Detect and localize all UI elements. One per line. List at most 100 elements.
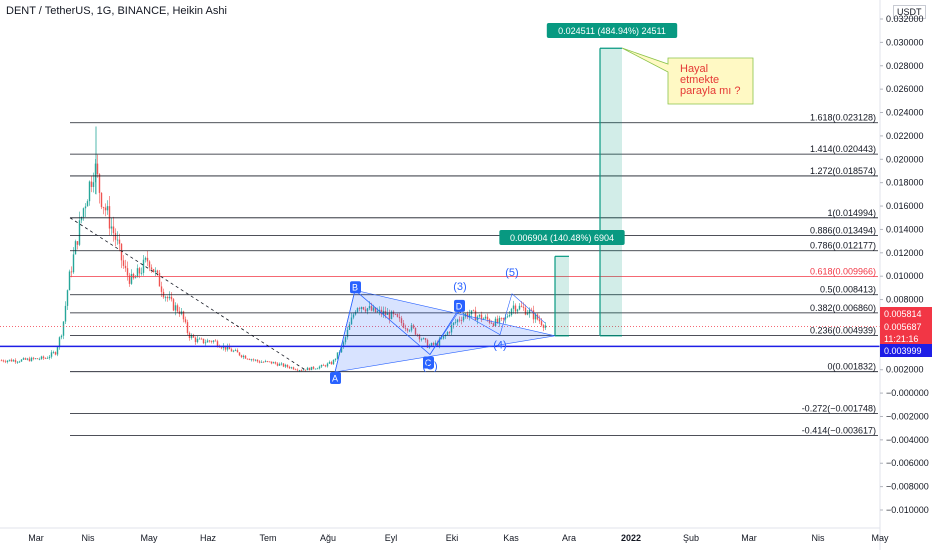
candle-body [368, 306, 371, 309]
candle-body [450, 325, 453, 333]
candle-body [378, 309, 381, 311]
wave-label: (C) [422, 361, 437, 373]
candle-body [350, 317, 353, 325]
candle-body [0, 360, 3, 362]
candle-body [86, 201, 89, 207]
price-tick-label: 0.030000 [886, 37, 924, 47]
candle-body [220, 347, 223, 349]
candle-body [112, 226, 115, 234]
candle-body [462, 316, 465, 321]
price-tick-label: −0.006000 [886, 458, 929, 468]
callout-text-line: Hayal [680, 63, 708, 75]
candle-body [308, 367, 311, 371]
time-tick-label: Mar [28, 533, 44, 543]
candle-body [374, 307, 377, 313]
pattern-point-marker [350, 281, 361, 294]
fibonacci-levels: 1.618(0.023128) 1.414(0.020443) 1.272(0.01… [0, 113, 880, 436]
candle-body [332, 359, 335, 365]
candle-body [2, 360, 5, 362]
time-tick-label: Eki [446, 533, 459, 543]
time-tick-label: Şub [683, 533, 699, 543]
candle-body [502, 317, 505, 320]
price-axis-tag-label: 0.003999 [884, 346, 922, 356]
candle-body [490, 322, 493, 324]
candle-body [424, 338, 427, 340]
candle-body [318, 366, 321, 369]
candle-body [402, 323, 405, 328]
candle-body [426, 339, 429, 348]
currency-unit-label[interactable]: USDT [893, 5, 926, 19]
candle-body [132, 273, 135, 279]
fib-level-label: 1.414(0.020443) [810, 144, 876, 154]
candle-body [358, 308, 361, 309]
candle-body [106, 206, 109, 211]
candle-body [204, 342, 207, 344]
candle-body [98, 174, 101, 193]
candle-body [516, 309, 519, 312]
pattern-point-label: C [425, 358, 432, 368]
fib-level-label: 0.382(0.006860) [810, 303, 876, 313]
time-axis[interactable]: Mar Nis May Haz Tem Ağu Eyl Eki Kas Ara 2022 Şub Mar… [0, 527, 889, 543]
candle-body [154, 270, 157, 273]
callout-text-line: parayla mı ? [680, 85, 741, 97]
candle-body [468, 314, 471, 318]
abcd-pattern-line [334, 289, 460, 373]
candle-body [24, 358, 27, 360]
candle-body [44, 358, 47, 360]
candle-body [32, 357, 35, 359]
candle-body [182, 311, 185, 320]
candle-body [482, 318, 485, 320]
candle-body [110, 226, 113, 229]
candle-body [4, 361, 7, 363]
candle-body [460, 319, 463, 321]
candle-body [524, 307, 527, 315]
candle-body [526, 313, 529, 315]
price-tick-label: 0.012000 [886, 248, 924, 258]
candle-body [134, 277, 137, 279]
measure-small-area [555, 256, 569, 336]
candle-body [126, 268, 129, 276]
candle-body [504, 317, 507, 320]
candle-body [528, 309, 531, 314]
candle-body [520, 305, 523, 307]
candle-body [252, 359, 255, 361]
time-tick-label: Haz [200, 533, 217, 543]
candle-body [16, 361, 19, 363]
candle-body [496, 318, 499, 323]
price-axis[interactable]: 0.032000 0.030000 0.028000 0.026000 0.024000… [879, 0, 932, 550]
candle-body [114, 233, 117, 240]
candle-body [498, 317, 501, 323]
candle-body [72, 254, 75, 273]
candle-body [458, 319, 461, 321]
candle-body [452, 322, 455, 326]
candle-body [146, 257, 149, 262]
price-tick-label: 0.022000 [886, 131, 924, 141]
price-tick-label: −0.010000 [886, 505, 929, 515]
candle-body [418, 334, 421, 340]
candle-body [276, 363, 279, 366]
candle-body [268, 361, 271, 363]
candle-body [174, 305, 177, 311]
time-tick-label: 2022 [621, 533, 641, 543]
candle-body [304, 369, 307, 371]
candle-body [310, 366, 313, 371]
candle-body [336, 352, 339, 359]
candle-body [58, 337, 61, 348]
fib-level-label: 0(0.001832) [827, 362, 876, 372]
pattern-point-label: D [456, 301, 463, 311]
candle-body [248, 359, 251, 360]
wave-label: (4) [493, 340, 506, 352]
candle-body [388, 312, 391, 320]
candle-body [330, 362, 333, 365]
price-tick-label: 0.016000 [886, 201, 924, 211]
candle-body [234, 350, 237, 351]
candle-body [200, 338, 203, 340]
candle-body [66, 290, 69, 306]
candle-body [324, 365, 327, 367]
candle-body [138, 268, 141, 274]
candle-body [42, 356, 45, 359]
candle-body [508, 315, 511, 317]
candle-body [262, 361, 265, 363]
measure-large-area [600, 48, 622, 336]
